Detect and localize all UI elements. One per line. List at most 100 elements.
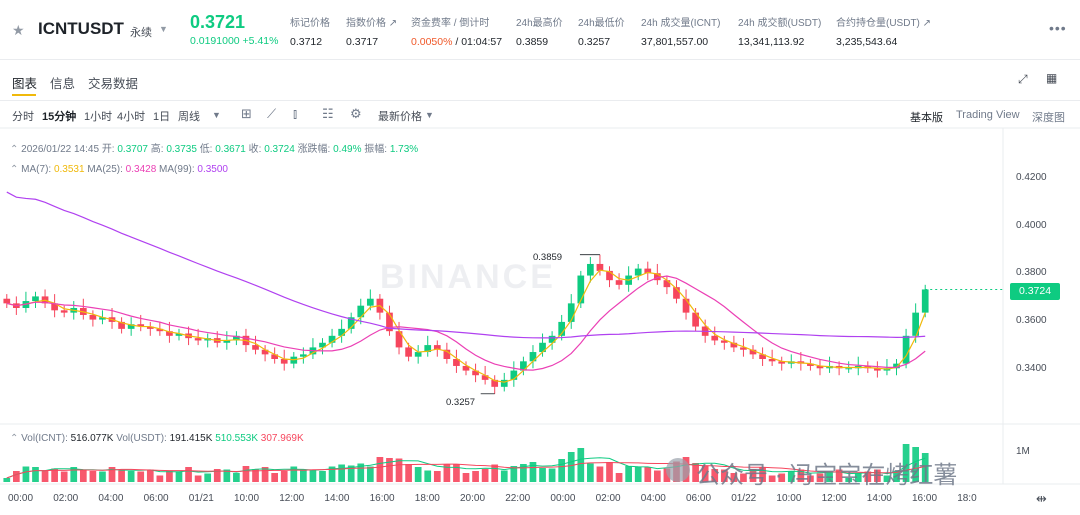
caret-down-icon[interactable]: ▼ bbox=[159, 24, 168, 34]
low-label: 低: bbox=[199, 144, 213, 155]
ohlc-time: 2026/01/22 14:45 bbox=[21, 144, 100, 155]
volume-bar bbox=[309, 470, 317, 482]
collapse-icon[interactable]: ⌃ bbox=[10, 164, 19, 175]
time-tick: 22:00 bbox=[505, 493, 531, 504]
candle-body bbox=[41, 296, 49, 304]
stat-label: 资金费率 / 倒计时 bbox=[411, 18, 490, 29]
candle-body bbox=[357, 305, 365, 318]
time-tick: 02:00 bbox=[595, 493, 621, 504]
axis-settings-icon[interactable]: ⇹ bbox=[1036, 491, 1047, 506]
candle-body bbox=[520, 361, 527, 371]
interval-1h[interactable]: 1小时 bbox=[84, 111, 113, 123]
stat-open-interest[interactable]: 合约持仓量(USDT) ↗ 3,235,543.64 bbox=[836, 14, 931, 48]
candle-body bbox=[807, 363, 814, 366]
vol-usdt-label: Vol(USDT): bbox=[116, 433, 167, 444]
candle-body bbox=[146, 326, 154, 329]
binance-watermark: BINANCE bbox=[380, 258, 556, 296]
candle-body bbox=[175, 333, 183, 336]
tab-chart[interactable]: 图表 bbox=[12, 77, 38, 91]
stat-label: 标记价格 bbox=[290, 18, 330, 29]
candle-body bbox=[3, 298, 11, 304]
candle-body bbox=[424, 345, 432, 353]
indicator-icon[interactable]: ⊞ bbox=[241, 106, 252, 121]
favorite-star-icon[interactable]: ★ bbox=[12, 22, 25, 38]
candle-body bbox=[433, 345, 441, 350]
vol-ma2-value: 307.969K bbox=[260, 433, 304, 444]
expand-icon[interactable]: ⤢ bbox=[1018, 72, 1028, 86]
volume-bar bbox=[634, 466, 642, 482]
time-tick: 10:00 bbox=[234, 493, 260, 504]
candle-body bbox=[347, 317, 355, 329]
candle-body bbox=[328, 335, 336, 343]
price-tick: 0.4000 bbox=[1016, 220, 1047, 231]
volume-bar bbox=[194, 475, 202, 482]
candle-body bbox=[625, 275, 632, 285]
tab-trading-data[interactable]: 交易数据 bbox=[88, 77, 139, 91]
stat-index-price[interactable]: 指数价格 ↗ 0.3717 bbox=[346, 14, 397, 48]
view-tradingview[interactable]: Trading View bbox=[956, 109, 1020, 121]
view-depth[interactable]: 深度图 bbox=[1032, 112, 1065, 124]
ma-legend: ⌃ MA(7): 0.3531 MA(25): 0.3428 MA(99): 0… bbox=[10, 164, 228, 175]
stat-value: 0.3712 bbox=[290, 36, 323, 48]
symbol-name[interactable]: ICNTUSDT bbox=[38, 19, 124, 38]
volume-bar bbox=[3, 478, 11, 482]
interval-time[interactable]: 分时 bbox=[12, 111, 34, 123]
price-type-dropdown-icon[interactable]: ▼ bbox=[425, 110, 434, 120]
candle-body bbox=[213, 338, 221, 343]
volume-bar bbox=[252, 469, 259, 482]
time-tick: 00:00 bbox=[550, 493, 576, 504]
volume-bar bbox=[156, 475, 164, 482]
volume-bar bbox=[242, 466, 250, 482]
gear-icon[interactable]: ⚙ bbox=[350, 106, 362, 121]
candle-body bbox=[883, 368, 891, 371]
candle-body bbox=[634, 268, 642, 276]
time-tick: 06:00 bbox=[686, 493, 712, 504]
time-tick: 00:00 bbox=[8, 493, 34, 504]
stat-label: 24h 成交量(ICNT) bbox=[641, 18, 721, 29]
time-tick: 16:00 bbox=[912, 493, 938, 504]
candle-body bbox=[567, 303, 575, 322]
columns-icon[interactable]: ☷ bbox=[322, 106, 334, 121]
volume-bar bbox=[213, 469, 221, 482]
stat-value: 0.3257 bbox=[578, 36, 611, 48]
more-dots-icon[interactable]: ••• bbox=[1049, 20, 1067, 36]
candle-body bbox=[615, 280, 623, 285]
candle-type-icon[interactable]: ⫾ bbox=[293, 106, 298, 121]
ticker-header: ★ ICNTUSDT 永续 ▼ 0.3721 0.0191000 +5.41% … bbox=[0, 0, 1080, 60]
candle-body bbox=[893, 363, 900, 369]
volume-bar bbox=[185, 467, 192, 482]
volume-bar bbox=[338, 464, 345, 482]
candle-body bbox=[366, 298, 374, 306]
candle-body bbox=[720, 340, 728, 343]
view-basic[interactable]: 基本版 bbox=[910, 112, 943, 124]
candle-body bbox=[539, 342, 546, 353]
last-price: 0.3721 bbox=[190, 12, 246, 32]
candle-body bbox=[261, 349, 269, 355]
volume-bar bbox=[529, 462, 537, 482]
ma25-label: MA(25): bbox=[87, 164, 123, 175]
volume-bar bbox=[472, 471, 479, 482]
candle-body bbox=[223, 340, 231, 343]
stat-value: 0.0050% / 01:04:57 bbox=[411, 36, 502, 48]
interval-dropdown-icon[interactable]: ▼ bbox=[212, 110, 221, 120]
tab-info[interactable]: 信息 bbox=[50, 77, 76, 91]
low-value: 0.3671 bbox=[215, 144, 246, 155]
candle-body bbox=[462, 365, 470, 371]
contract-type[interactable]: 永续 bbox=[130, 27, 152, 39]
interval-15m[interactable]: 15分钟 bbox=[42, 111, 77, 123]
draw-line-icon[interactable]: ⟋ bbox=[267, 106, 277, 121]
volume-bar bbox=[405, 464, 412, 482]
layout-grid-icon[interactable]: ▦ bbox=[1046, 71, 1058, 85]
candle-body bbox=[108, 317, 116, 322]
volume-bar bbox=[166, 471, 173, 482]
interval-4h[interactable]: 4小时 bbox=[117, 111, 146, 123]
stat-mark-price: 标记价格 0.3712 bbox=[290, 14, 330, 48]
candle-body bbox=[826, 365, 833, 369]
price-type-select[interactable]: 最新价格 bbox=[378, 111, 422, 123]
collapse-icon[interactable]: ⌃ bbox=[10, 433, 19, 444]
collapse-icon[interactable]: ⌃ bbox=[10, 144, 19, 155]
interval-week[interactable]: 周线 bbox=[178, 111, 200, 123]
candle-body bbox=[663, 280, 671, 288]
interval-1d[interactable]: 1日 bbox=[153, 111, 171, 123]
change-value: 0.49% bbox=[333, 144, 362, 155]
